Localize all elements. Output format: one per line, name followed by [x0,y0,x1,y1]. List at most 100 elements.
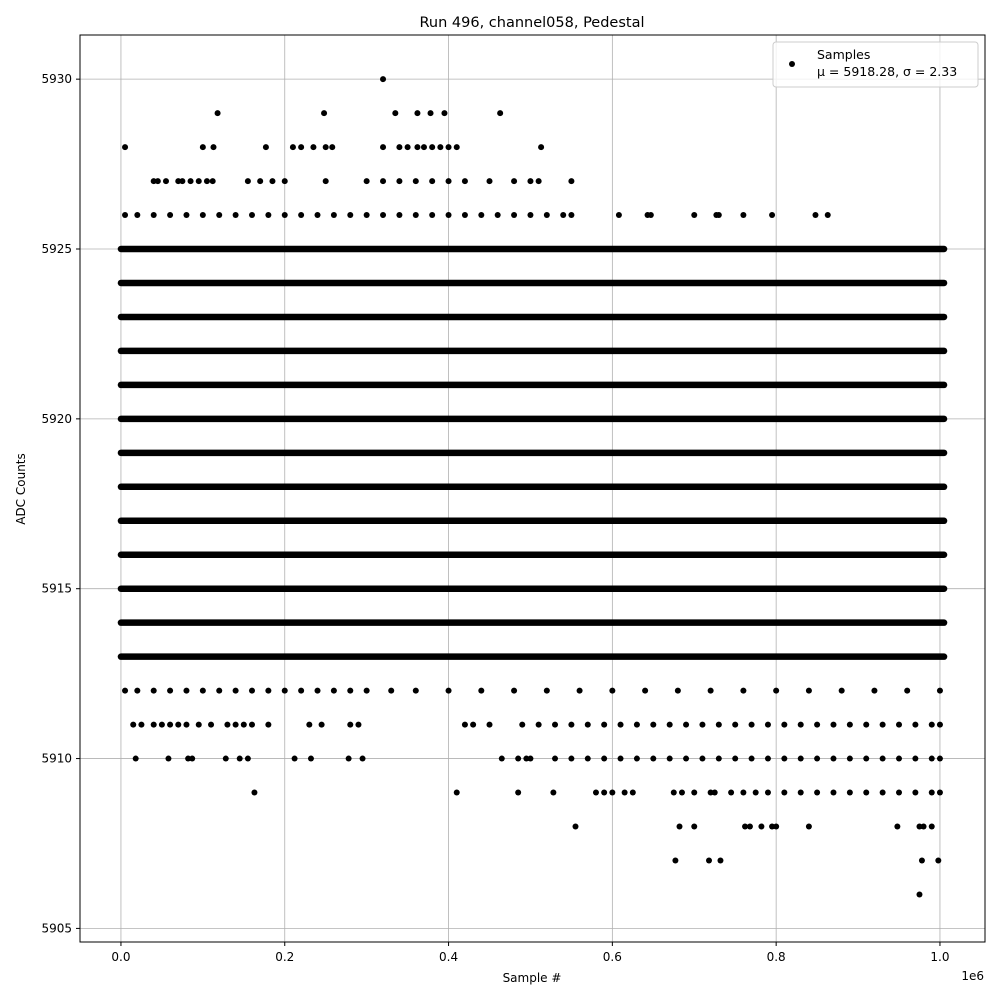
sample-point [380,212,387,219]
sample-point [347,687,354,694]
sample-point [183,721,190,728]
sample-point [538,144,545,151]
sample-point [257,178,264,185]
sample-point [936,755,943,762]
sample-point [773,687,780,694]
sample-point [916,891,923,898]
sample-point [691,212,698,219]
sample-point [199,687,206,694]
sample-point [912,721,919,728]
sample-point [404,144,411,151]
sample-point [318,721,325,728]
sample-point [752,789,759,796]
y-axis-label: ADC Counts [14,453,28,525]
sample-point [592,789,599,796]
sample-point [392,110,399,117]
sample-point [461,212,468,219]
sample-point [265,212,272,219]
sample-point [678,789,685,796]
sample-point [642,687,649,694]
sample-point [617,721,624,728]
sample-point [183,687,190,694]
sample-point [560,212,567,219]
sample-point [674,687,681,694]
sample-point [838,687,845,694]
sample-point [863,789,870,796]
sample-point [486,721,493,728]
sample-point [445,212,452,219]
sample-point [846,721,853,728]
sample-point [647,212,654,219]
sample-point [298,212,305,219]
sample-point [527,178,534,185]
sample-point [289,144,296,151]
y-tick-label: 5910 [41,752,72,766]
sample-point [445,687,452,694]
sample-point [740,789,747,796]
sample-point [758,823,765,830]
y-tick-label: 5920 [41,412,72,426]
sample-point [486,178,493,185]
sample-point [158,721,165,728]
legend-box [772,41,979,88]
sample-point [621,789,628,796]
sample-point [199,212,206,219]
sample-point [896,755,903,762]
sample-point [601,789,608,796]
sample-point [928,721,935,728]
legend-entry-samples: Samples [817,47,870,62]
sample-point [824,212,831,219]
sample-point [132,755,139,762]
sample-point [691,823,698,830]
sample-point [918,857,925,864]
sample-point [568,755,575,762]
sample-point [879,721,886,728]
y-tick-label: 5915 [41,582,72,596]
sample-point [363,687,370,694]
sample-point [781,789,788,796]
sample-point [896,721,903,728]
sample-point [650,721,657,728]
sample-point [414,110,421,117]
sample-point [670,789,677,796]
sample-point [396,178,403,185]
sample-point [928,789,935,796]
sample-point [248,721,255,728]
sample-point [543,212,550,219]
sample-point [138,721,145,728]
sample-point [216,212,223,219]
sample-point [122,687,129,694]
sample-point [203,178,210,185]
sample-point [707,687,714,694]
sample-point [310,144,317,151]
sample-point [797,721,804,728]
sample-point [568,178,575,185]
sample-point [748,721,755,728]
sample-point [179,178,186,185]
sample-point [568,721,575,728]
sample-point [691,789,698,796]
sample-point [805,687,812,694]
sample-point [732,755,739,762]
sample-point [511,687,518,694]
sample-point [609,789,616,796]
sample-point [183,212,190,219]
sample-point [345,755,352,762]
x-axis-ticks: 0.0 0.2 0.4 0.6 0.8 1.0 [111,942,950,964]
sample-point [699,755,706,762]
sample-point [262,144,269,151]
sample-point [445,144,452,151]
sample-point [601,721,608,728]
sample-point [936,721,943,728]
sample-point [511,212,518,219]
sample-point [396,144,403,151]
y-tick-label: 5925 [41,242,72,256]
legend: Samples μ = 5918.28, σ = 2.33 [772,41,979,88]
sample-point [711,789,718,796]
sample-point [208,721,215,728]
sample-point [740,212,747,219]
sample-point [863,721,870,728]
sample-point [437,144,444,151]
sample-point [936,687,943,694]
sample-point [165,755,172,762]
